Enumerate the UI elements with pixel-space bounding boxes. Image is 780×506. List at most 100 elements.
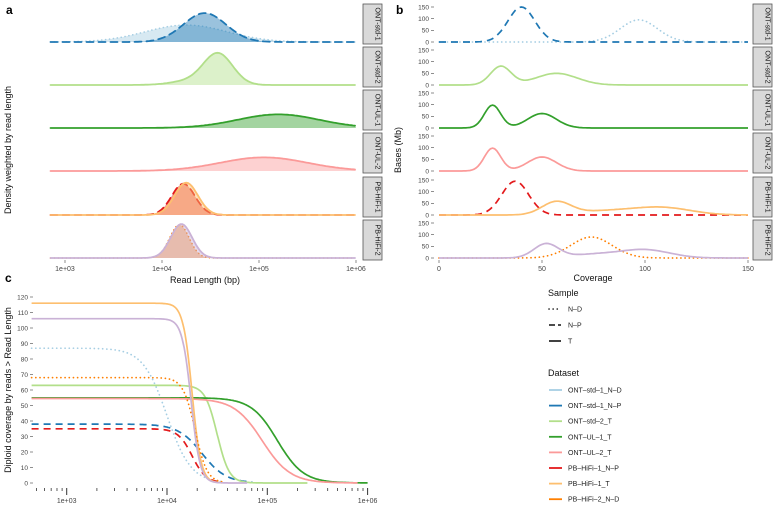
y-tick-label-c: 120 (17, 294, 28, 301)
facet-strip-a-ONT-std-2: ONT-std-2 (362, 46, 383, 88)
panel-label-c: c (5, 271, 12, 285)
y-tick-label-c: 30 (21, 434, 29, 441)
density-line-ONT-std-2_T (49, 51, 356, 86)
y-tick-label-b: 50 (422, 114, 430, 121)
facet-strip-label: PB-HiFi-2 (764, 224, 773, 255)
legend-dataset-label: PB–HiFi–1_T (568, 481, 610, 488)
y-tick-label-b: 0 (425, 39, 429, 46)
facet-strip-a-PB-HiFi-2: PB-HiFi-2 (362, 219, 383, 261)
facet-strip-label: ONT-std-2 (374, 50, 383, 83)
x-tick-label-a: 1e+06 (346, 266, 366, 273)
coverage-line-PB-HiFi-1_N-P (439, 180, 748, 216)
legend-dataset-title: Dataset (548, 368, 580, 378)
legend-dataset-label: ONT–UL–1_T (568, 434, 612, 441)
facet-strip-b-ONT-UL-2: ONT-UL-2 (752, 132, 773, 174)
y-tick-label-b: 100 (418, 59, 429, 66)
legend: Sample N–D N–P T Dataset ONT–std–1_N–D ONT–std… (548, 288, 622, 504)
x-tick-label-c: 1e+03 (57, 498, 77, 505)
y-tick-label-c: 70 (21, 372, 29, 379)
facet-strip-box (362, 176, 383, 218)
panel-label-a: a (6, 3, 13, 17)
y-tick-label-c: 10 (21, 465, 29, 472)
y-tick-label-b: 100 (418, 232, 429, 239)
y-tick-label-b: 50 (422, 201, 430, 208)
density-area-PB-HiFi-1_T (50, 182, 356, 215)
facet-strip-box (752, 89, 773, 131)
legend-dataset-label: PB–HiFi–1_N–P (568, 466, 619, 473)
y-tick-label-b: 0 (425, 125, 429, 132)
y-axis-title-c: Diploid coverage by reads > Read Length (3, 307, 13, 473)
x-axis-title-b: Coverage (573, 273, 612, 283)
facet-strip-label: ONT-std-1 (764, 7, 773, 40)
cumulative-line-ONT-std-2_T (31, 384, 308, 484)
y-axis-title-b: Bases (Mb) (393, 127, 403, 173)
panel-c-cumulative-coverage-chart: 0 10 20 30 40 50 60 70 80 90 100 110 120 1e+03 1e+04 1e… (3, 294, 378, 505)
cumulative-line-ONT-UL-2_T (31, 397, 358, 484)
cumulative-line-PB-HiFi-2_T (31, 317, 248, 484)
coverage-line-PB-HiFi-2_T (439, 242, 748, 259)
facet-strip-b-PB-HiFi-2: PB-HiFi-2 (752, 219, 773, 261)
y-tick-label-b: 150 (418, 4, 429, 11)
y-tick-label-b: 100 (418, 145, 429, 152)
facet-strip-box (362, 89, 383, 131)
facet-strip-b-ONT-std-2: ONT-std-2 (752, 46, 773, 88)
facet-strip-label: ONT-UL-1 (374, 94, 383, 127)
y-tick-label-b: 0 (425, 82, 429, 89)
legend-dataset-label: PB–HiFi–2_N–D (568, 497, 619, 504)
facet-strip-label: ONT-UL-1 (764, 94, 773, 127)
facet-strip-label: PB-HiFi-2 (374, 224, 383, 255)
y-tick-label-b: 50 (422, 157, 430, 164)
panel-a-density-chart: ONT-std-1 ONT-std-2 ONT-UL-1 ONT-UL-2 PB-HiF… (3, 3, 383, 285)
facet-strip-a-ONT-UL-1: ONT-UL-1 (362, 89, 383, 131)
density-area-ONT-std-2_T (50, 52, 356, 85)
y-tick-label-b: 50 (422, 28, 430, 35)
density-line-PB-HiFi-2_T (49, 223, 356, 259)
x-axis-title-a: Read Length (bp) (170, 275, 240, 285)
cumulative-line-PB-HiFi-2_N-D (30, 376, 224, 483)
y-tick-label-b: 150 (418, 90, 429, 97)
y-tick-label-c: 40 (21, 418, 29, 425)
density-line-PB-HiFi-1_T (49, 181, 356, 216)
y-tick-label-b: 50 (422, 71, 430, 78)
x-tick-label-b: 150 (742, 266, 754, 273)
density-area-ONT-std-1_N-P (50, 13, 356, 42)
density-line-ONT-UL-2_T (49, 156, 356, 172)
y-tick-label-b: 0 (425, 212, 429, 219)
y-tick-label-b: 150 (418, 177, 429, 184)
y-tick-label-b: 100 (418, 102, 429, 109)
density-area-ONT-std-1_N-D (50, 25, 356, 42)
coverage-line-ONT-std-1_N-P (439, 6, 748, 43)
facet-strip-box (362, 3, 383, 45)
cumulative-line-ONT-UL-1_T (31, 396, 368, 484)
facet-strip-box (752, 3, 773, 45)
y-tick-label-b: 150 (418, 220, 429, 227)
density-area-PB-HiFi-1_N-P (50, 183, 356, 215)
legend-sample-title: Sample (548, 288, 579, 298)
y-tick-label-c: 80 (21, 356, 29, 363)
facet-strip-box (362, 219, 383, 261)
y-tick-label-c: 100 (17, 325, 28, 332)
facet-strip-b-PB-HiFi-1: PB-HiFi-1 (752, 176, 773, 218)
x-tick-label-a: 1e+04 (152, 266, 172, 273)
cumulative-line-PB-HiFi-1_N-P (31, 427, 223, 484)
facet-strip-label: ONT-std-2 (764, 50, 773, 83)
coverage-line-ONT-std-2_T (439, 65, 748, 86)
y-tick-label-b: 150 (418, 47, 429, 54)
y-tick-label-c: 60 (21, 387, 29, 394)
facet-strip-box (752, 219, 773, 261)
x-tick-label-b: 50 (538, 266, 546, 273)
y-tick-label-b: 0 (425, 168, 429, 175)
density-line-ONT-std-1_N-P (49, 12, 356, 43)
panel-b-coverage-chart: ONT-std-1 0 50 100 150 ONT-std-2 0 50 100 150 ONT-… (393, 3, 773, 283)
legend-dataset-label: ONT–UL–2_T (568, 450, 612, 457)
cumulative-line-ONT-std-1_N-D (30, 347, 224, 483)
legend-dataset-label: ONT–std–1_N–D (568, 388, 622, 395)
facet-strip-label: ONT-std-1 (374, 7, 383, 40)
x-tick-label-c: 1e+06 (358, 498, 378, 505)
y-tick-label-c: 20 (21, 449, 29, 456)
facet-strip-b-ONT-UL-1: ONT-UL-1 (752, 89, 773, 131)
facet-strip-a-ONT-UL-2: ONT-UL-2 (362, 132, 383, 174)
facet-strip-box (752, 132, 773, 174)
legend-sample-label: T (568, 339, 573, 346)
